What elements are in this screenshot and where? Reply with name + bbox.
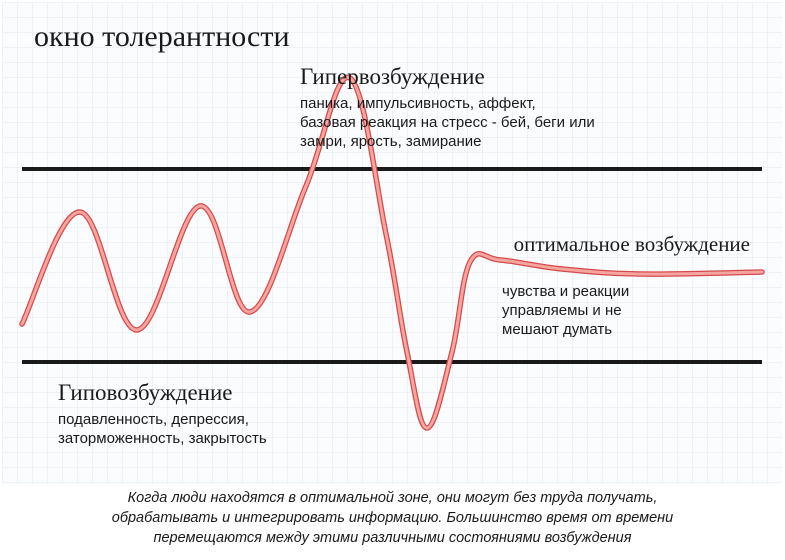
window-of-tolerance-diagram: окно толерантности Гипервозбуждение пани…	[2, 2, 782, 484]
caption-line-2: обрабатывать и интегрировать информацию.…	[3, 508, 783, 528]
diagram-caption: Когда люди находятся в оптимальной зоне,…	[3, 488, 783, 548]
caption-line-1: Когда люди находятся в оптимальной зоне,…	[3, 488, 783, 508]
main-title: окно толерантности	[34, 20, 290, 54]
hypoarousal-title: Гиповозбуждение	[58, 380, 232, 406]
hypoarousal-description: подавленность, депрессия,заторможенность…	[58, 410, 267, 448]
optimal-arousal-title: оптимальное возбуждение	[514, 232, 750, 257]
optimal-arousal-description: чувства и реакцииуправляемы и немешают д…	[502, 282, 629, 339]
caption-line-3: перемещаются между этими различными сост…	[3, 528, 783, 548]
hyperarousal-title: Гипервозбуждение	[300, 64, 485, 90]
hyperarousal-description: паника, импульсивность, аффект,базовая р…	[300, 94, 595, 151]
